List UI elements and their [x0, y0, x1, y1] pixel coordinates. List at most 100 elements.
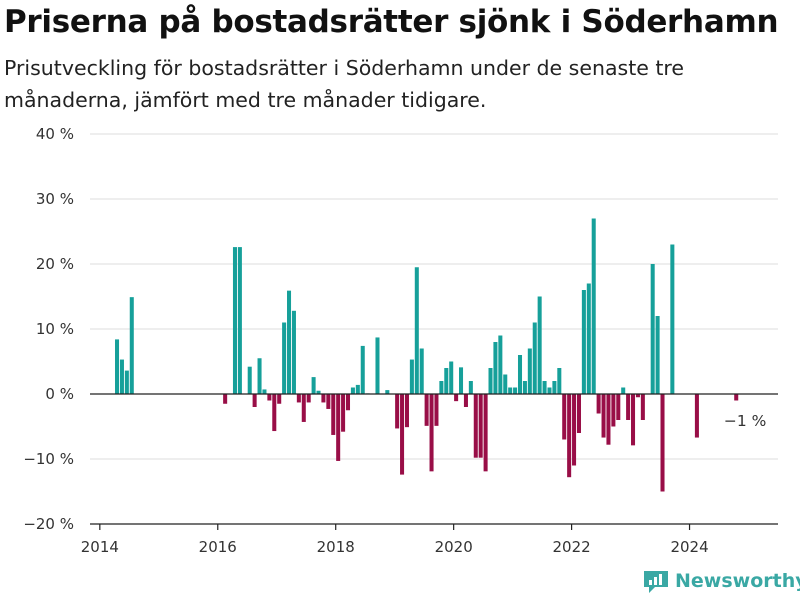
bar [517, 355, 523, 394]
bar [385, 390, 390, 394]
bar [419, 348, 424, 394]
bar [272, 394, 277, 432]
bar [734, 394, 739, 401]
bar [498, 335, 503, 394]
bar [513, 387, 518, 394]
x-axis: 2014 2016 2018 2020 2022 2024 [81, 393, 778, 556]
bar [439, 381, 444, 394]
bar [287, 290, 292, 394]
bar [552, 381, 557, 394]
bar [611, 394, 616, 427]
bar [586, 283, 591, 394]
bar [670, 244, 675, 394]
gridlines [90, 133, 778, 460]
bar [660, 394, 665, 492]
bar [129, 297, 134, 394]
x-tick-label: 2024 [670, 538, 708, 556]
bar [547, 387, 552, 394]
bar [291, 310, 296, 394]
bar [567, 394, 572, 478]
brand-name: Newsworthy [675, 570, 800, 592]
chart-title: Priserna på bostadsrätter sjönk i Söderh… [4, 4, 779, 40]
bar [463, 394, 468, 407]
bar [581, 290, 586, 394]
x-tick-label: 2018 [317, 538, 355, 556]
bar [468, 381, 473, 394]
bar [282, 322, 287, 394]
y-tick-label: 30 % [36, 190, 74, 208]
bar [375, 337, 380, 394]
x-tick-label: 2016 [199, 538, 237, 556]
bar [655, 316, 660, 394]
bar [429, 394, 434, 472]
bar [532, 322, 537, 394]
bar [404, 394, 409, 428]
bar [601, 394, 606, 438]
bar [296, 394, 301, 403]
bar [606, 394, 611, 445]
bar [232, 247, 237, 394]
bar [326, 394, 331, 409]
bar [488, 368, 493, 394]
bar [542, 381, 547, 394]
bar [306, 394, 311, 403]
bar [454, 394, 459, 402]
bar [527, 348, 532, 394]
bar [341, 394, 346, 432]
bar [247, 366, 252, 394]
bar [478, 394, 483, 458]
bar [345, 394, 351, 411]
bar [414, 267, 419, 394]
bar [395, 394, 400, 429]
bar [616, 394, 621, 420]
bar [267, 394, 272, 401]
chart-subtitle: Prisutveckling för bostadsrätter i Söder… [4, 56, 685, 112]
bar [449, 361, 454, 394]
bar [277, 394, 282, 404]
bar [626, 394, 631, 420]
bar [360, 345, 365, 394]
bar [350, 387, 355, 394]
bar [576, 394, 581, 433]
bar [640, 394, 645, 420]
bar [621, 387, 626, 394]
bar [424, 394, 429, 426]
y-tick-label: −20 % [23, 515, 74, 533]
bar [316, 390, 321, 394]
bar [119, 359, 124, 394]
bar [409, 359, 414, 394]
y-tick-label: 0 % [45, 385, 74, 403]
bar [508, 387, 513, 394]
bar [336, 394, 341, 461]
bar [483, 394, 488, 472]
last-value-label: −1 % [724, 412, 767, 430]
bar [252, 394, 257, 407]
newsworthy-logo-icon [644, 571, 668, 593]
bar [631, 394, 636, 446]
y-tick-label: 10 % [36, 320, 74, 338]
bar [694, 394, 699, 438]
bar [635, 394, 640, 398]
bar [400, 394, 405, 475]
bar [591, 218, 596, 394]
y-tick-label: 20 % [36, 255, 74, 273]
y-tick-label: −10 % [23, 450, 74, 468]
bar [459, 367, 464, 394]
bar [596, 394, 601, 414]
bar [650, 264, 655, 394]
bar [434, 394, 439, 426]
bar [237, 247, 242, 394]
x-tick-label: 2022 [553, 538, 591, 556]
y-tick-label: 40 % [36, 125, 74, 143]
bar [257, 358, 262, 394]
bar [473, 394, 478, 458]
x-tick-label: 2014 [81, 538, 119, 556]
bar [522, 381, 527, 394]
bar [262, 389, 267, 394]
bar [557, 368, 562, 394]
bar [321, 394, 326, 403]
bar [124, 370, 129, 394]
x-tick-label: 2020 [435, 538, 473, 556]
bar [537, 296, 542, 394]
